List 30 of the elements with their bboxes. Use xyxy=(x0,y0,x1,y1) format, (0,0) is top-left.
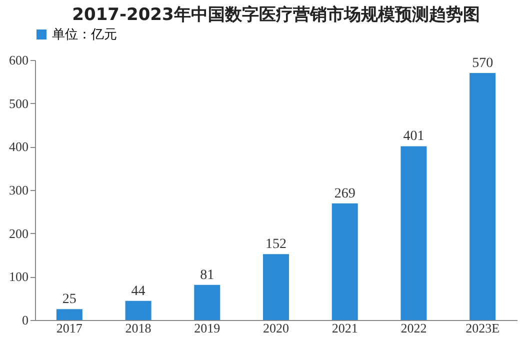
x-tick-label: 2017 xyxy=(56,320,83,336)
data-label: 269 xyxy=(334,186,356,202)
data-label: 570 xyxy=(472,56,494,71)
y-tick-label: 400 xyxy=(9,139,28,154)
chart-title: 2017-2023年中国数字医疗营销市场规模预测趋势图 xyxy=(72,5,480,25)
bar xyxy=(263,254,289,320)
bar xyxy=(56,309,82,320)
y-tick-label: 0 xyxy=(22,312,28,328)
x-tick-label: 2019 xyxy=(194,320,220,336)
y-tick-label: 300 xyxy=(9,182,28,198)
bar xyxy=(400,146,427,320)
y-tick-label: 100 xyxy=(9,269,28,284)
x-tick-label: 2018 xyxy=(125,320,152,336)
x-tick-label: 2020 xyxy=(263,320,289,336)
data-label: 401 xyxy=(403,129,424,144)
x-tick-label: 2021 xyxy=(332,320,358,336)
y-tick-label: 600 xyxy=(9,52,28,68)
bar xyxy=(125,300,152,320)
data-label: 44 xyxy=(131,284,146,299)
x-tick-label: 2022 xyxy=(400,320,427,336)
legend-label: 单位：亿元 xyxy=(52,28,117,42)
x-tick-label: 2023E xyxy=(466,320,500,336)
bar xyxy=(194,284,220,320)
data-label: 152 xyxy=(266,237,286,252)
bar xyxy=(470,73,496,320)
bar xyxy=(332,203,358,320)
y-tick-label: 200 xyxy=(9,226,28,241)
data-label: 81 xyxy=(200,268,214,283)
y-tick-label: 500 xyxy=(9,96,28,111)
data-label: 25 xyxy=(62,292,76,308)
